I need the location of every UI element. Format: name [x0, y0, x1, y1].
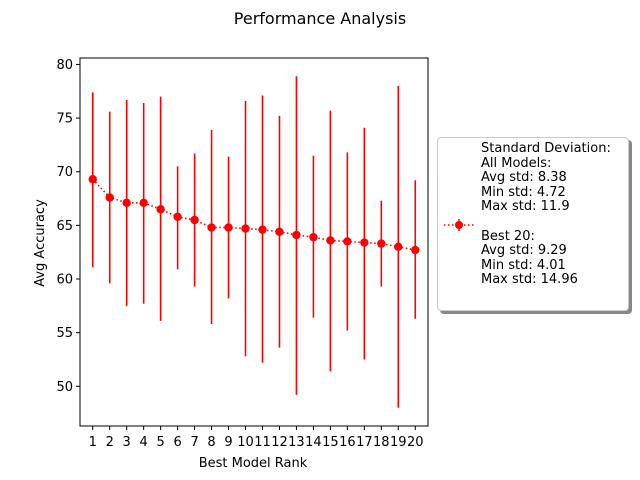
x-tick-label: 8: [207, 435, 215, 450]
y-tick-label: 75: [56, 112, 73, 127]
data-point: [292, 230, 301, 240]
data-point: [105, 193, 114, 202]
y-tick-label: 50: [56, 380, 73, 395]
x-tick-label: 6: [173, 435, 181, 450]
x-tick-label: 17: [356, 435, 373, 450]
x-tick-label: 2: [106, 435, 114, 450]
y-tick-label: 55: [56, 326, 73, 341]
legend-label: Standard Deviation: All Models: Avg std:…: [481, 141, 611, 288]
data-point: [343, 237, 352, 246]
x-tick-label: 11: [254, 435, 271, 450]
x-tick-label: 9: [224, 435, 232, 450]
plot-frame: [79, 57, 429, 427]
y-tick-label: 65: [56, 219, 73, 234]
data-point: [326, 236, 335, 245]
data-point: [241, 224, 250, 233]
data-point: [122, 198, 131, 208]
x-tick-label: 5: [156, 435, 164, 450]
data-point: [377, 239, 386, 248]
x-tick-label: 18: [373, 435, 390, 450]
legend-swatch: [444, 219, 474, 231]
x-tick-label: 4: [140, 435, 148, 450]
y-axis-label: Avg Accuracy: [33, 199, 48, 287]
data-point: [173, 212, 182, 221]
x-tick-label: 15: [322, 435, 339, 450]
data-point: [275, 227, 284, 237]
series-markers: [88, 175, 420, 255]
x-tick-label: 19: [390, 435, 407, 450]
data-point: [360, 238, 369, 247]
data-point: [88, 175, 97, 184]
chart-title: Performance Analysis: [234, 9, 406, 28]
x-tick-label: 1: [89, 435, 97, 450]
x-tick-label: 12: [271, 435, 288, 450]
x-tick-label: 14: [305, 435, 322, 450]
x-tick-label: 20: [407, 435, 424, 450]
x-tick-label: 16: [339, 435, 356, 450]
data-point: [139, 198, 148, 208]
x-tick-label: 13: [288, 435, 305, 450]
x-tick-label: 10: [237, 435, 254, 450]
data-point: [156, 205, 165, 214]
legend: Standard Deviation: All Models: Avg std:…: [437, 137, 629, 311]
data-point: [207, 223, 216, 232]
y-tick-label: 60: [56, 273, 73, 288]
y-tick-label: 80: [56, 58, 73, 73]
data-point: [224, 223, 233, 232]
x-tick-label: 3: [123, 435, 131, 450]
x-tick-label: 7: [190, 435, 198, 450]
data-point: [258, 225, 267, 234]
data-point: [394, 242, 403, 252]
x-axis-label: Best Model Rank: [199, 456, 308, 471]
y-tick-label: 70: [56, 165, 73, 180]
data-point: [190, 215, 199, 225]
data-point: [411, 245, 420, 255]
data-point: [309, 232, 318, 242]
